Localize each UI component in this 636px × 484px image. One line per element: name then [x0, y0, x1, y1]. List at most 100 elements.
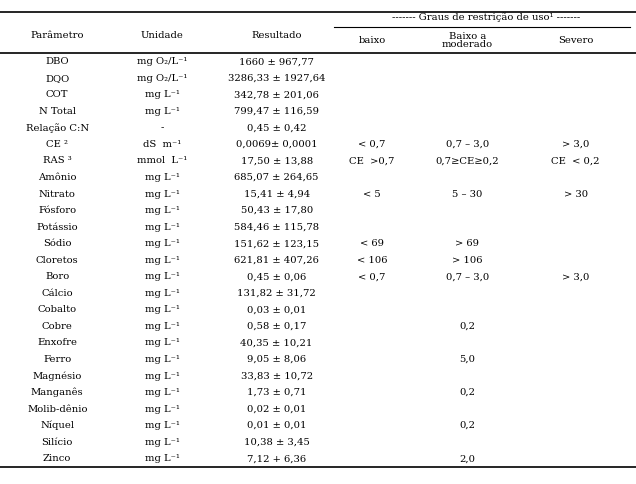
Text: Resultado: Resultado: [251, 31, 302, 40]
Text: mg L⁻¹: mg L⁻¹: [145, 239, 179, 248]
Text: Cloretos: Cloretos: [36, 256, 79, 265]
Text: Unidade: Unidade: [141, 31, 184, 40]
Text: 3286,33 ± 1927,64: 3286,33 ± 1927,64: [228, 74, 326, 83]
Text: ------- Graus de restrição de uso¹ -------: ------- Graus de restrição de uso¹ -----…: [392, 12, 581, 22]
Text: CE  < 0,2: CE < 0,2: [551, 156, 600, 166]
Text: 584,46 ± 115,78: 584,46 ± 115,78: [234, 223, 319, 232]
Text: mg L⁻¹: mg L⁻¹: [145, 206, 179, 215]
Text: > 30: > 30: [563, 190, 588, 198]
Text: Cobre: Cobre: [42, 322, 73, 331]
Text: mg L⁻¹: mg L⁻¹: [145, 421, 179, 430]
Text: 0,03 ± 0,01: 0,03 ± 0,01: [247, 305, 307, 315]
Text: 0,2: 0,2: [459, 388, 476, 397]
Text: Potássio: Potássio: [36, 223, 78, 232]
Text: 0,45 ± 0,42: 0,45 ± 0,42: [247, 123, 307, 133]
Text: mg L⁻¹: mg L⁻¹: [145, 107, 179, 116]
Text: COT: COT: [46, 91, 69, 99]
Text: Nitrato: Nitrato: [39, 190, 76, 198]
Text: mg L⁻¹: mg L⁻¹: [145, 272, 179, 281]
Text: DBO: DBO: [45, 57, 69, 66]
Text: mg L⁻¹: mg L⁻¹: [145, 91, 179, 99]
Text: 685,07 ± 264,65: 685,07 ± 264,65: [235, 173, 319, 182]
Text: < 0,7: < 0,7: [358, 140, 386, 149]
Text: < 0,7: < 0,7: [358, 272, 386, 281]
Text: 17,50 ± 13,88: 17,50 ± 13,88: [240, 156, 313, 166]
Text: Zinco: Zinco: [43, 454, 71, 463]
Text: Ferro: Ferro: [43, 355, 71, 364]
Text: 7,12 + 6,36: 7,12 + 6,36: [247, 454, 306, 463]
Text: 0,01 ± 0,01: 0,01 ± 0,01: [247, 421, 307, 430]
Text: mg O₂/L⁻¹: mg O₂/L⁻¹: [137, 57, 188, 66]
Text: 0,7≥CE≥0,2: 0,7≥CE≥0,2: [436, 156, 499, 166]
Text: 33,83 ± 10,72: 33,83 ± 10,72: [240, 372, 313, 380]
Text: 40,35 ± 10,21: 40,35 ± 10,21: [240, 338, 313, 348]
Text: 5 – 30: 5 – 30: [452, 190, 483, 198]
Text: mg L⁻¹: mg L⁻¹: [145, 454, 179, 463]
Text: Relação C:N: Relação C:N: [25, 123, 89, 133]
Text: > 3,0: > 3,0: [562, 272, 590, 281]
Text: Severo: Severo: [558, 36, 593, 45]
Text: 0,45 ± 0,06: 0,45 ± 0,06: [247, 272, 307, 281]
Text: Sódio: Sódio: [43, 239, 71, 248]
Text: Fósforo: Fósforo: [38, 206, 76, 215]
Text: 0,0069± 0,0001: 0,0069± 0,0001: [236, 140, 317, 149]
Text: mg L⁻¹: mg L⁻¹: [145, 322, 179, 331]
Text: 5,0: 5,0: [459, 355, 476, 364]
Text: mg L⁻¹: mg L⁻¹: [145, 256, 179, 265]
Text: mg L⁻¹: mg L⁻¹: [145, 372, 179, 380]
Text: Enxofre: Enxofre: [38, 338, 77, 348]
Text: mg L⁻¹: mg L⁻¹: [145, 338, 179, 348]
Text: Cobalto: Cobalto: [38, 305, 77, 315]
Text: N Total: N Total: [39, 107, 76, 116]
Text: 9,05 ± 8,06: 9,05 ± 8,06: [247, 355, 306, 364]
Text: 799,47 ± 116,59: 799,47 ± 116,59: [234, 107, 319, 116]
Text: Manganês: Manganês: [31, 388, 83, 397]
Text: 1660 ± 967,77: 1660 ± 967,77: [239, 57, 314, 66]
Text: 15,41 ± 4,94: 15,41 ± 4,94: [244, 190, 310, 198]
Text: < 69: < 69: [360, 239, 384, 248]
Text: mg L⁻¹: mg L⁻¹: [145, 190, 179, 198]
Text: DQO: DQO: [45, 74, 69, 83]
Text: 0,58 ± 0,17: 0,58 ± 0,17: [247, 322, 307, 331]
Text: -: -: [160, 123, 164, 133]
Text: mmol  L⁻¹: mmol L⁻¹: [137, 156, 188, 166]
Text: 0,2: 0,2: [459, 421, 476, 430]
Text: 1,73 ± 0,71: 1,73 ± 0,71: [247, 388, 307, 397]
Text: 0,7 – 3,0: 0,7 – 3,0: [446, 140, 489, 149]
Text: 10,38 ± 3,45: 10,38 ± 3,45: [244, 438, 310, 447]
Text: 50,43 ± 17,80: 50,43 ± 17,80: [240, 206, 313, 215]
Text: CE ²: CE ²: [46, 140, 68, 149]
Text: 0,02 ± 0,01: 0,02 ± 0,01: [247, 405, 307, 414]
Text: Parâmetro: Parâmetro: [31, 31, 84, 40]
Text: RAS ³: RAS ³: [43, 156, 72, 166]
Text: Magnésio: Magnésio: [32, 371, 82, 381]
Text: mg L⁻¹: mg L⁻¹: [145, 223, 179, 232]
Text: 342,78 ± 201,06: 342,78 ± 201,06: [234, 91, 319, 99]
Text: CE  >0,7: CE >0,7: [349, 156, 395, 166]
Text: mg L⁻¹: mg L⁻¹: [145, 289, 179, 298]
Text: Boro: Boro: [45, 272, 69, 281]
Text: 131,82 ± 31,72: 131,82 ± 31,72: [237, 289, 316, 298]
Text: Molib-dênio: Molib-dênio: [27, 405, 88, 414]
Text: mg L⁻¹: mg L⁻¹: [145, 173, 179, 182]
Text: dS  m⁻¹: dS m⁻¹: [143, 140, 181, 149]
Text: mg L⁻¹: mg L⁻¹: [145, 305, 179, 315]
Text: > 3,0: > 3,0: [562, 140, 590, 149]
Text: Baixo a: Baixo a: [449, 32, 486, 41]
Text: > 69: > 69: [455, 239, 480, 248]
Text: mg L⁻¹: mg L⁻¹: [145, 405, 179, 414]
Text: 0,2: 0,2: [459, 322, 476, 331]
Text: 151,62 ± 123,15: 151,62 ± 123,15: [234, 239, 319, 248]
Text: 2,0: 2,0: [459, 454, 476, 463]
Text: baixo: baixo: [359, 36, 385, 45]
Text: 0,7 – 3,0: 0,7 – 3,0: [446, 272, 489, 281]
Text: Níquel: Níquel: [40, 421, 74, 430]
Text: < 106: < 106: [357, 256, 387, 265]
Text: mg L⁻¹: mg L⁻¹: [145, 355, 179, 364]
Text: Cálcio: Cálcio: [41, 289, 73, 298]
Text: < 5: < 5: [363, 190, 381, 198]
Text: mg L⁻¹: mg L⁻¹: [145, 388, 179, 397]
Text: mg O₂/L⁻¹: mg O₂/L⁻¹: [137, 74, 188, 83]
Text: Silício: Silício: [41, 438, 73, 447]
Text: Amônio: Amônio: [38, 173, 76, 182]
